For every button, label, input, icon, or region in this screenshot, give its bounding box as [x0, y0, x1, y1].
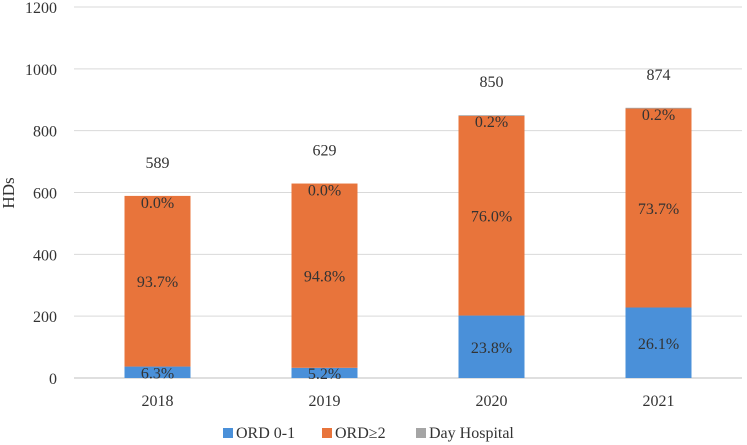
- bar-segment: [124, 366, 191, 378]
- legend-swatch: [416, 428, 426, 438]
- bar-segment: [458, 115, 525, 117]
- x-tick-label: 2021: [643, 393, 675, 410]
- y-tick-label: 400: [33, 247, 57, 264]
- legend-swatch: [322, 428, 332, 438]
- segment-label: 94.8%: [304, 269, 345, 286]
- segment-label: 6.3%: [141, 365, 174, 382]
- segment-label: 26.1%: [638, 336, 679, 353]
- bars: [124, 107, 692, 378]
- y-axis-ticks: 0 200 400 600 800 1000 1200: [25, 0, 57, 388]
- total-label: 874: [647, 67, 671, 84]
- x-tick-label: 2019: [309, 393, 341, 410]
- y-tick-label: 200: [33, 309, 57, 326]
- y-axis-label: HDs: [0, 177, 18, 208]
- bar-segment: [291, 183, 358, 368]
- legend-label: Day Hospital: [429, 425, 514, 442]
- segment-label: 5.2%: [308, 366, 341, 383]
- bar-segment: [291, 367, 358, 378]
- bar-segment: [625, 307, 692, 378]
- bar-segment: [625, 108, 692, 308]
- y-tick-label: 1000: [25, 62, 57, 79]
- legend-label: ORD 0-1: [236, 425, 295, 442]
- segment-label: 0.2%: [475, 114, 508, 131]
- y-tick-label: 600: [33, 186, 57, 203]
- legend: ORD 0-1 ORD≥2 Day Hospital: [223, 425, 514, 442]
- segment-label: 0.0%: [141, 195, 174, 212]
- bar-segment: [458, 315, 525, 378]
- total-label: 629: [313, 143, 337, 160]
- legend-swatch: [223, 428, 233, 438]
- bar-segment: [458, 115, 525, 316]
- segment-label: 93.7%: [137, 274, 178, 291]
- x-tick-label: 2020: [476, 393, 508, 410]
- y-tick-label: 0: [49, 371, 57, 388]
- total-labels: 589 629 850 874: [146, 67, 671, 172]
- segment-label: 73.7%: [638, 201, 679, 218]
- segment-label: 23.8%: [471, 340, 512, 357]
- segment-label: 76.0%: [471, 209, 512, 226]
- segment-labels: 6.3% 93.7% 0.0% 5.2% 94.8% 0.0% 23.8% 76.0% 0.2%…: [137, 107, 679, 383]
- x-axis-ticks: 2018 2019 2020 2021: [142, 393, 675, 410]
- bar-segment: [124, 195, 191, 367]
- total-label: 850: [480, 74, 504, 91]
- bar-segment: [625, 107, 692, 109]
- total-label: 589: [146, 155, 170, 172]
- x-tick-label: 2018: [142, 393, 174, 410]
- y-tick-label: 1200: [25, 0, 57, 17]
- segment-label: 0.0%: [308, 183, 341, 200]
- legend-label: ORD≥2: [335, 425, 386, 442]
- y-tick-label: 800: [33, 124, 57, 141]
- segment-label: 0.2%: [642, 107, 675, 124]
